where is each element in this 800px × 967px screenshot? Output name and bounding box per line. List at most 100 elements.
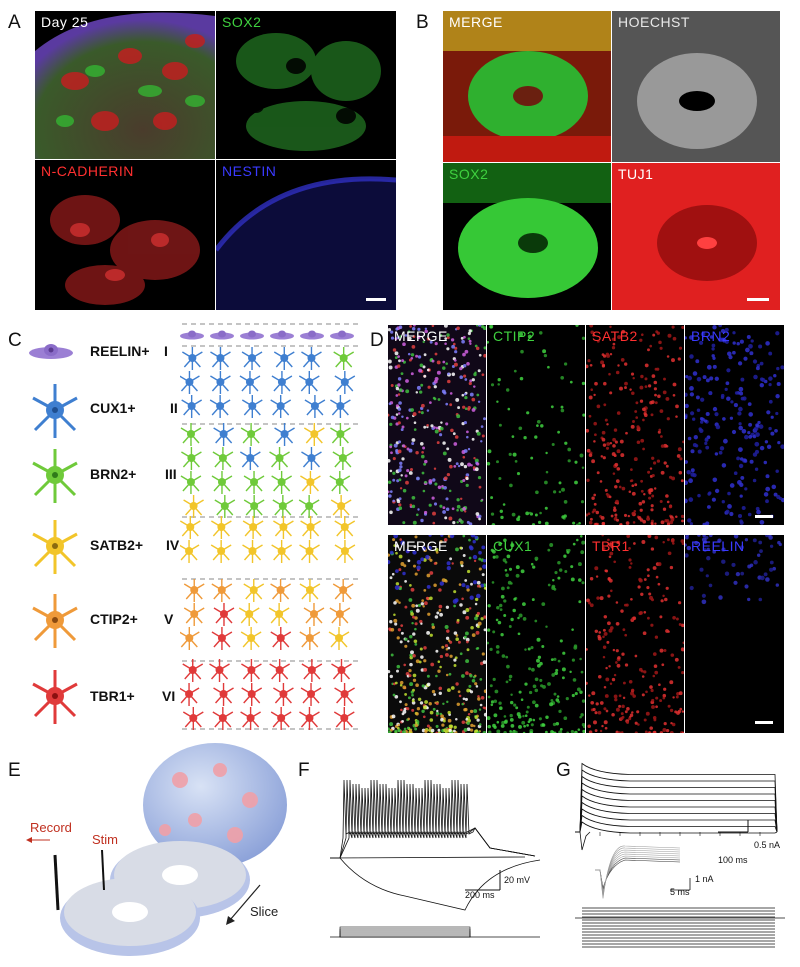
cell-dot <box>680 479 684 483</box>
cell-dot <box>616 540 620 545</box>
cell-dot <box>497 378 501 382</box>
cell-dot <box>497 620 502 625</box>
cell-dot <box>705 521 710 525</box>
cell-dot <box>644 363 649 368</box>
cell-dot <box>402 521 406 525</box>
cell-dot <box>747 597 751 602</box>
cell-dot <box>449 403 453 407</box>
cell-dot <box>398 568 402 572</box>
cell-dot <box>391 714 396 719</box>
cell-dot <box>530 723 534 727</box>
cell-dot <box>672 382 677 387</box>
panel-label-d: D <box>370 330 384 351</box>
cell-dot <box>415 450 419 455</box>
cell-dot <box>611 713 615 717</box>
cell-dot <box>464 579 468 582</box>
cell-dot <box>470 464 473 467</box>
cell-dot <box>480 661 484 666</box>
cell-dot <box>721 548 725 552</box>
cell-dot <box>662 541 665 544</box>
cell-dot <box>463 421 467 425</box>
cell-dot <box>651 494 655 498</box>
neuron-cell <box>329 603 351 626</box>
cell-dot <box>588 520 593 525</box>
cell-dot <box>534 703 539 708</box>
cell-dot <box>662 507 667 511</box>
cell-dot <box>422 605 425 608</box>
cell-dot <box>413 639 418 644</box>
cell-dot <box>394 729 398 733</box>
cell-dot <box>439 426 444 431</box>
cell-dot <box>582 413 585 417</box>
cell-dot <box>395 582 400 586</box>
cell-dot <box>476 593 481 599</box>
cell-dot <box>617 364 620 367</box>
cell-dot <box>631 484 635 488</box>
cell-dot <box>431 325 435 327</box>
cell-dot <box>444 516 448 520</box>
cell-dot <box>477 695 480 698</box>
neuron-cell <box>274 423 295 446</box>
cell-dot <box>773 492 778 497</box>
cell-dot <box>471 679 476 683</box>
cell-dot <box>755 366 760 371</box>
cell-dot <box>449 392 453 395</box>
cell-dot <box>406 469 410 473</box>
neuron-cell <box>211 471 233 494</box>
cell-dot <box>588 395 593 400</box>
cell-dot <box>628 717 632 721</box>
cell-dot <box>581 336 585 340</box>
cell-dot <box>675 695 679 699</box>
cell-dot <box>658 683 661 687</box>
cell-dot <box>457 640 461 644</box>
cell-dot <box>598 631 602 634</box>
cell-dot <box>412 632 416 636</box>
nestin-channel-image <box>216 176 396 310</box>
cell-dot <box>749 563 754 568</box>
cell-dot <box>483 628 486 632</box>
neuron-cell <box>334 683 355 706</box>
cell-dot <box>579 453 584 458</box>
cell-dot <box>482 731 486 733</box>
cell-dot <box>404 334 408 337</box>
cell-dot <box>678 346 683 350</box>
cell-dot <box>690 468 695 473</box>
cell-dot <box>681 519 684 523</box>
cell-dot <box>678 691 683 696</box>
cell-dot <box>702 522 706 525</box>
cell-dot <box>459 560 464 565</box>
cell-dot <box>448 489 452 493</box>
cell-dot <box>609 352 613 356</box>
cell-dot <box>411 621 414 625</box>
cell-dot <box>509 713 513 718</box>
cell-dot <box>412 673 417 678</box>
cell-dot <box>754 449 760 454</box>
cell-dot <box>665 464 669 468</box>
cell-dot <box>620 358 625 362</box>
cell-dot <box>447 646 451 650</box>
cell-dot <box>516 517 521 522</box>
cell-dot <box>657 582 661 586</box>
cell-dot <box>651 473 655 478</box>
cell-dot <box>501 654 506 658</box>
cell-dot <box>436 441 440 445</box>
cell-dot <box>526 724 529 727</box>
cell-dot <box>522 714 525 718</box>
cell-dot <box>431 359 435 363</box>
cell-dot <box>681 731 684 733</box>
cell-dot <box>576 538 579 542</box>
cell-dot <box>630 424 635 429</box>
cell-dot <box>720 393 725 398</box>
cell-dot <box>476 462 480 466</box>
cell-dot <box>724 387 728 392</box>
cell-dot <box>587 724 591 729</box>
cell-dot <box>733 580 738 585</box>
cell-dot <box>642 447 645 451</box>
cell-dot <box>640 438 645 443</box>
cell-dot <box>400 428 404 432</box>
cell-dot <box>414 616 418 620</box>
cell-dot <box>440 535 444 537</box>
cell-dot <box>632 376 635 380</box>
cell-dot <box>581 699 585 703</box>
tile-d-merge-top: MERGE <box>388 325 486 525</box>
